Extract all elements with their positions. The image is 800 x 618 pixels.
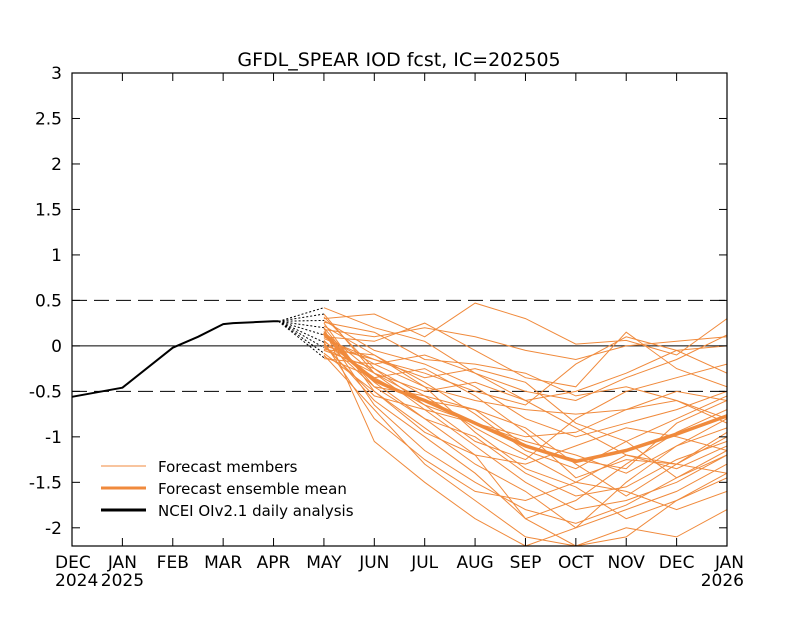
forecast-member-line	[323, 349, 727, 520]
initial-spread-line	[278, 320, 325, 359]
analysis-line	[71, 320, 279, 398]
initial-spread-line	[278, 320, 325, 354]
x-tick-year-label: 2026	[701, 571, 744, 591]
x-tick-label: DEC	[55, 553, 91, 573]
y-tick-label: -2	[45, 519, 62, 539]
x-tick-year-label: 2024	[55, 571, 98, 591]
plot-area	[71, 299, 728, 546]
initial-spread-line	[278, 320, 325, 349]
legend: Forecast members Forecast ensemble mean NC…	[101, 458, 354, 520]
x-tick-label: MAR	[204, 553, 242, 573]
x-tick-year-label: 2025	[101, 571, 144, 591]
initial-spread-line	[278, 319, 324, 322]
forecast-member-line	[323, 345, 727, 402]
y-tick-label: 0	[51, 337, 62, 357]
x-tick-label: AUG	[456, 553, 493, 573]
initial-spread	[278, 307, 325, 359]
forecast-member-line	[323, 327, 727, 361]
forecast-member-line	[323, 356, 727, 479]
y-tick-label: 3	[51, 64, 62, 84]
initial-spread-line	[278, 320, 325, 343]
axes: 32.521.510.50-0.5-1-1.5-2DEC2024JAN2025F…	[29, 64, 744, 591]
forecast-member-line	[323, 341, 727, 502]
y-tick-label: 1	[51, 246, 62, 266]
x-tick-label: OCT	[558, 553, 594, 573]
y-tick-label: 2.5	[35, 109, 62, 129]
x-tick-label: MAY	[306, 553, 342, 573]
forecast-member-line	[323, 352, 727, 465]
forecast-member-line	[323, 302, 727, 356]
x-tick-label: APR	[257, 553, 291, 573]
chart-title: GFDL_SPEAR IOD fcst, IC=202505	[237, 49, 560, 71]
initial-spread-line	[278, 313, 325, 322]
forecast-member-line	[323, 319, 727, 438]
forecast-member-line	[323, 321, 727, 420]
x-tick-label: DEC	[659, 553, 695, 573]
x-tick-label: JAN	[107, 553, 137, 573]
y-tick-label: -1.5	[29, 473, 62, 493]
forecast-member-line	[323, 343, 727, 520]
forecast-member-line	[323, 340, 727, 497]
x-tick-label: SEP	[510, 553, 542, 573]
forecast-member-line	[323, 327, 727, 546]
x-tick-label: NOV	[608, 553, 646, 573]
forecast-member-line	[323, 322, 727, 529]
forecast-member-line	[323, 331, 727, 524]
forecast-member-line	[323, 313, 727, 511]
forecast-members	[323, 302, 727, 546]
forecast-member-line	[323, 354, 727, 546]
legend-label: Forecast ensemble mean	[158, 480, 347, 498]
forecast-member-line	[323, 345, 727, 474]
x-tick-label: JUL	[410, 553, 438, 573]
y-tick-label: -0.5	[29, 382, 62, 402]
legend-label: Forecast members	[158, 458, 298, 476]
forecast-member-line	[323, 334, 727, 546]
x-tick-label: JAN	[714, 553, 744, 573]
initial-spread-line	[278, 320, 325, 336]
y-tick-label: 1.5	[35, 200, 62, 220]
plot-frame	[71, 72, 728, 547]
forecast-member-line	[323, 322, 727, 388]
forecast-member-line	[323, 334, 727, 402]
forecast-member-line	[323, 331, 727, 497]
forecast-member-line	[323, 349, 727, 511]
forecast-member-line	[323, 325, 727, 470]
forecast-member-line	[323, 316, 727, 461]
legend-label: NCEI OIv2.1 daily analysis	[158, 502, 354, 520]
y-tick-label: 2	[51, 155, 62, 175]
x-tick-label: JUN	[358, 553, 389, 573]
y-tick-label: -1	[45, 428, 62, 448]
initial-spread-line	[278, 307, 325, 322]
x-tick-label: FEB	[157, 553, 189, 573]
ensemble-mean-line	[322, 331, 728, 464]
forecast-member-line	[323, 336, 727, 424]
forecast-member-line	[323, 307, 727, 474]
y-tick-label: 0.5	[35, 291, 62, 311]
